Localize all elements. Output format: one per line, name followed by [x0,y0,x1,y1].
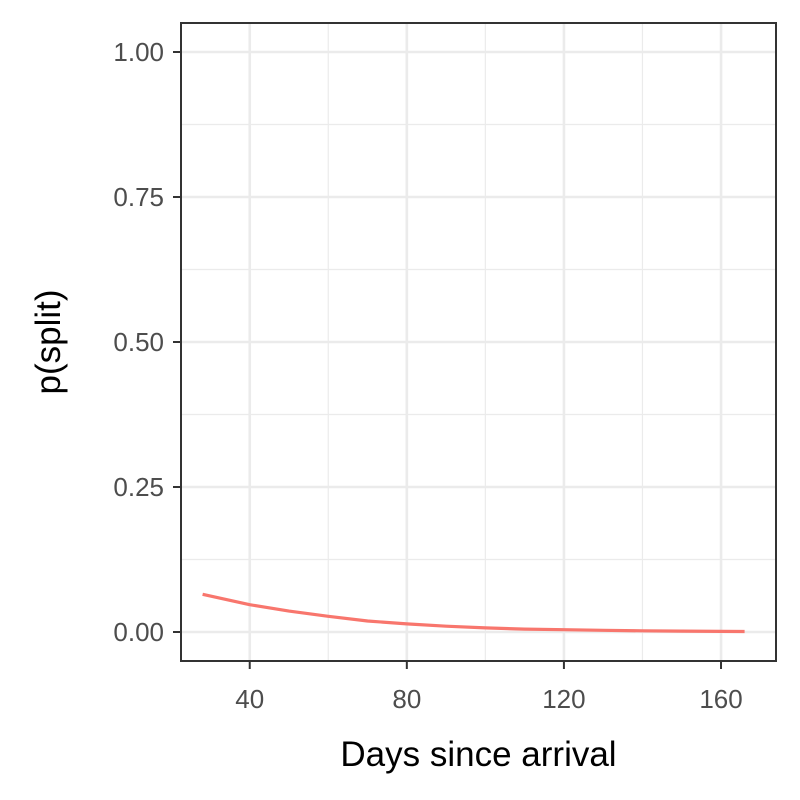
x-axis-title: Days since arrival [340,735,616,774]
y-tick-label: 0.25 [113,472,164,502]
y-tick-label: 0.00 [113,617,164,647]
y-axis-title: p(split) [29,289,68,394]
tick-labels: 40 80 120 160 0.00 0.25 0.50 0.75 1.00 [113,37,742,714]
series-line [202,592,745,634]
y-tick-label: 0.50 [113,327,164,357]
x-tick-label: 80 [392,684,421,714]
x-tick-label: 120 [542,684,585,714]
y-tick-label: 0.75 [113,182,164,212]
series-layer [202,592,745,634]
x-tick-label: 160 [699,684,742,714]
gridlines [181,23,776,661]
y-tick-label: 1.00 [113,37,164,67]
x-tick-label: 40 [235,684,264,714]
axis-ticks [173,51,723,669]
